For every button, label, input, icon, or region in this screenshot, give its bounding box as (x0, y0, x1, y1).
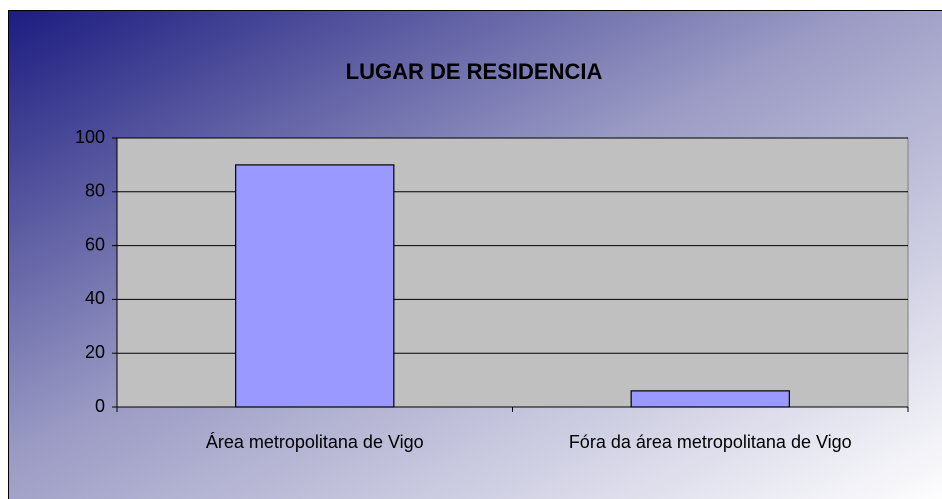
x-tick-label: Área metropolitana de Vigo (206, 432, 424, 452)
chart-title: LUGAR DE RESIDENCIA (346, 59, 603, 84)
y-tick-label: 40 (85, 288, 105, 308)
y-tick-label: 60 (85, 234, 105, 254)
y-tick-label: 20 (85, 342, 105, 362)
y-tick-label: 0 (95, 396, 105, 416)
x-tick-label: Fóra da área metropolitana de Vigo (569, 432, 852, 452)
bar (235, 164, 395, 408)
bar (630, 390, 790, 408)
y-tick-label: 80 (85, 181, 105, 201)
y-tick-label: 100 (75, 127, 105, 147)
